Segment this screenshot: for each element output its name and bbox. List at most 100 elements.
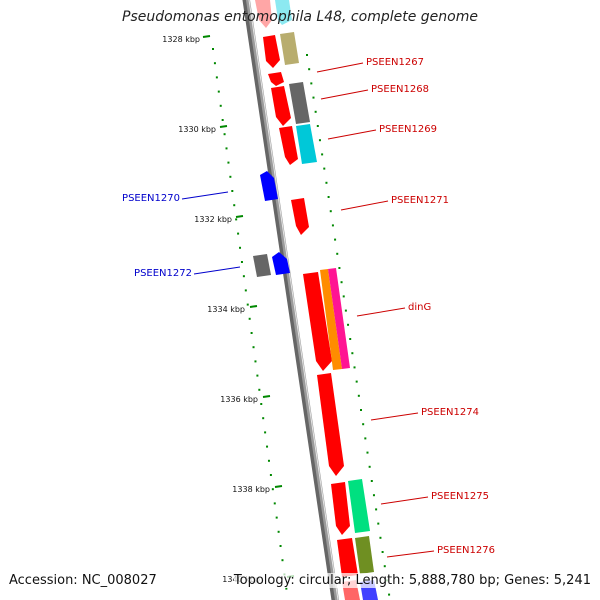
cds-pseen1272-function[interactable]	[253, 254, 271, 277]
gene-label-pseen1269[interactable]: PSEEN1269	[379, 124, 437, 135]
gc-dot-left	[219, 104, 222, 107]
cds-ding-function-pink[interactable]	[328, 268, 350, 369]
kbp-tick-mark	[202, 35, 211, 38]
gene-label-pseen1270[interactable]: PSEEN1270	[122, 193, 180, 204]
cds-top-partial[interactable]	[255, 0, 272, 28]
gc-dot-left	[217, 90, 220, 93]
gc-dot-left	[273, 502, 276, 505]
feature-track	[253, 0, 378, 600]
gene-label-pseen1272[interactable]: PSEEN1272	[134, 268, 192, 279]
gc-dot-left	[231, 190, 234, 192]
gene-label-pseen1275[interactable]: PSEEN1275	[431, 491, 489, 502]
gc-dot-left	[264, 431, 267, 434]
cds-pseen1267-function[interactable]	[280, 32, 299, 65]
gene-label-ding[interactable]: dinG	[408, 302, 431, 313]
gc-dot-left	[215, 76, 218, 79]
gc-dot-left	[250, 332, 253, 334]
gc-dot-right	[372, 494, 375, 497]
cds-top-cyan-partial[interactable]	[275, 0, 292, 25]
gc-dot-right	[342, 295, 345, 298]
gc-dot-right	[316, 125, 319, 127]
gc-dot-right	[364, 437, 367, 440]
gc-dot-right	[318, 139, 321, 142]
gc-dot-left	[252, 346, 255, 349]
gc-dot-left	[212, 48, 214, 50]
cds-pseen1275-function[interactable]	[348, 479, 370, 533]
gc-dot-left	[271, 488, 274, 491]
gene-label-pseen1276[interactable]: PSEEN1276	[437, 545, 495, 556]
cds-ding-function-orange[interactable]	[320, 269, 342, 370]
cds-pseen1267[interactable]	[263, 35, 280, 68]
backbone-group	[242, 0, 340, 600]
gc-dot-left	[223, 133, 226, 136]
gene-leader-line	[193, 266, 241, 275]
cds-pseen1276[interactable]	[337, 538, 358, 577]
gc-dot-right	[340, 281, 343, 284]
gc-dot-right	[357, 394, 360, 397]
cds-pseen1276-function[interactable]	[355, 536, 374, 574]
cds-pseen1274[interactable]	[317, 373, 344, 476]
cds-pseen1269-function[interactable]	[296, 124, 317, 164]
cds-pseen1272[interactable]	[272, 252, 290, 275]
gc-dot-left	[227, 161, 230, 164]
gc-dot-right	[314, 110, 317, 113]
gene-label-pseen1274[interactable]: PSEEN1274	[421, 407, 479, 418]
gc-dot-right	[321, 153, 324, 156]
gc-dot-right	[327, 196, 330, 198]
gc-dot-left	[266, 445, 269, 448]
gc-dot-left	[260, 403, 263, 405]
gc-dot-left	[221, 119, 224, 121]
gene-leader-line	[380, 496, 429, 505]
cds-pseen1271[interactable]	[291, 198, 309, 235]
gc-dot-right	[383, 565, 386, 568]
cds-pseen1269[interactable]	[279, 126, 298, 165]
cds-pseen1268a[interactable]	[268, 72, 284, 86]
gc-dot-right	[334, 238, 337, 241]
gc-dot-right	[331, 224, 334, 227]
kbp-tick-mark	[249, 305, 258, 308]
gc-dot-right	[349, 338, 352, 340]
gc-dot-left	[281, 559, 284, 562]
gc-dot-right	[368, 465, 371, 468]
kbp-tick-label: 1336 kbp	[220, 395, 258, 404]
gc-dot-right	[379, 536, 382, 539]
gc-dot-left	[248, 317, 251, 320]
gc-dot-left	[256, 374, 259, 377]
gene-leader-line	[316, 62, 364, 73]
gc-dot-right	[375, 508, 378, 511]
gc-dot-right	[336, 252, 339, 255]
gc-dot-right	[366, 451, 369, 454]
gene-label-pseen1268[interactable]: PSEEN1268	[371, 84, 429, 95]
gc-dot-right	[306, 54, 308, 56]
cds-pseen1268b[interactable]	[271, 86, 291, 126]
gc-dot-left	[233, 204, 236, 207]
gc-dot-right	[308, 68, 311, 71]
gc-dot-left	[213, 62, 216, 65]
gc-dot-right	[312, 96, 315, 99]
gc-dot-right	[325, 181, 328, 184]
backbone	[245, 0, 340, 600]
gene-leader-line	[370, 412, 419, 421]
gc-dot-right	[355, 380, 358, 383]
gc-dot-right	[381, 551, 384, 553]
gc-dot-left	[229, 175, 232, 178]
tick-track: 1328 kbp 1330 kbp 1332 kbp 1334 kbp 1336 kbp…	[162, 35, 295, 584]
gene-label-pseen1271[interactable]: PSEEN1271	[391, 195, 449, 206]
gc-dot-right	[353, 366, 356, 369]
kbp-tick-label: 1330 kbp	[178, 125, 216, 134]
gene-label-pseen1267[interactable]: PSEEN1267	[366, 57, 424, 68]
gene-leader-line	[386, 550, 435, 558]
cds-ding[interactable]	[303, 272, 332, 371]
gc-dot-right	[351, 352, 354, 355]
gc-dot-left	[275, 516, 278, 519]
gc-dot-left	[239, 246, 242, 249]
gc-dot-left	[242, 275, 245, 278]
cds-pseen1268-function[interactable]	[289, 82, 310, 124]
cds-pseen1275[interactable]	[331, 482, 350, 535]
kbp-tick-label: 1332 kbp	[194, 215, 232, 224]
kbp-tick-label: 1328 kbp	[162, 35, 200, 44]
gc-dot-right	[329, 210, 332, 213]
cds-pseen1270[interactable]	[260, 171, 278, 201]
gc-dot-left	[246, 303, 249, 306]
